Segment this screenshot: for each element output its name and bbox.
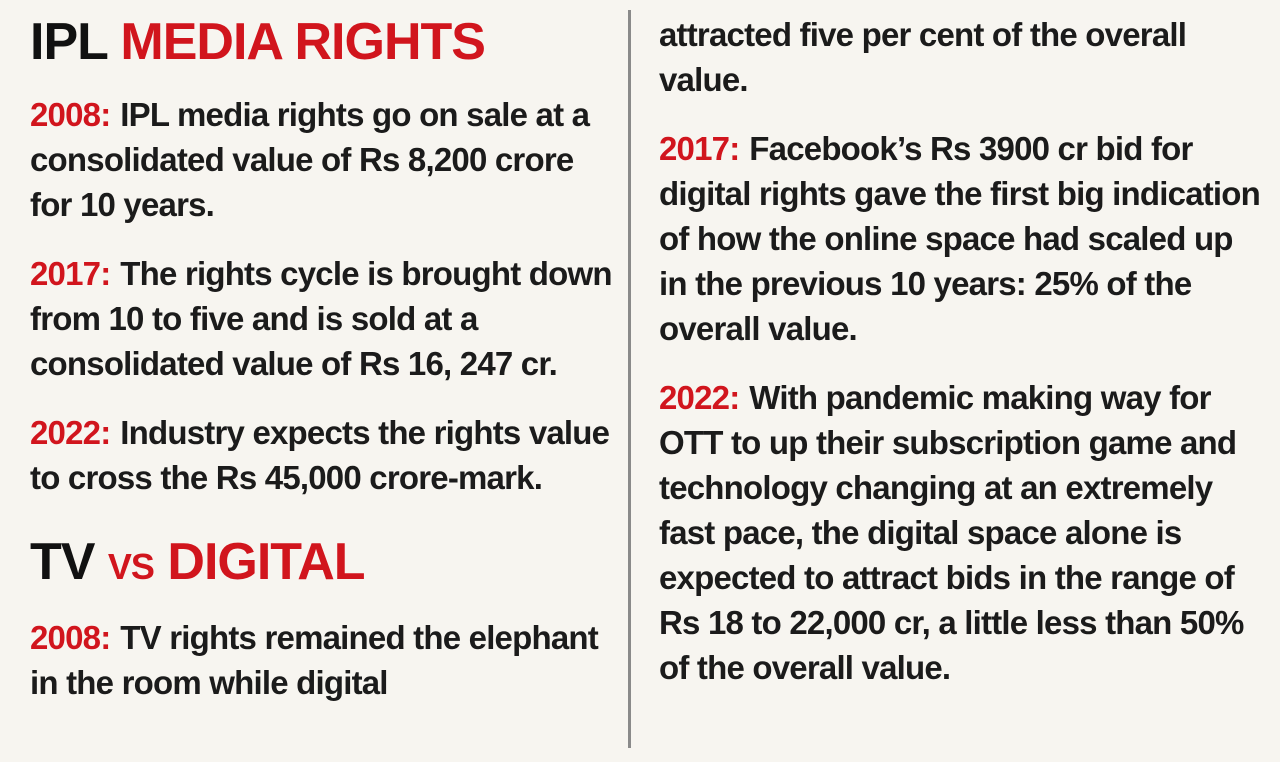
timeline-entry-2008: 2008: IPL media rights go on sale at a co… [30,92,618,227]
entry-year: 2017: [30,255,111,292]
timeline-entry-2017: 2017: The rights cycle is brought down fr… [30,251,618,386]
entry-year: 2008: [30,619,111,656]
column-divider [628,10,631,748]
heading-red-text: DIGITAL [167,533,365,591]
entry-text: With pandemic making way for OTT to up t… [659,379,1244,686]
heading-vs-text: VS [107,546,155,587]
entry-text: TV rights remained the elephant in the r… [30,619,599,701]
entry-text: Facebook’s Rs 3900 cr bid for digital ri… [659,130,1261,347]
entry-year: 2022: [659,379,740,416]
entry-text: Industry expects the rights value to cro… [30,414,610,496]
continuation-text: attracted five per cent of the overall v… [659,16,1187,98]
right-column: attracted five per cent of the overall v… [631,0,1280,762]
entry-year: 2022: [30,414,111,451]
timeline-entry-2022: 2022: Industry expects the rights value t… [30,410,618,500]
entry-text: IPL media rights go on sale at a consoli… [30,96,590,223]
entry-year: 2017: [659,130,740,167]
left-column: IPL MEDIA RIGHTS 2008: IPL media rights g… [0,0,628,762]
heading-tv-vs-digital: TV VS DIGITAL [30,534,618,595]
timeline-entry-tv-2008: 2008: TV rights remained the elephant in … [30,615,618,705]
heading-ipl-media-rights: IPL MEDIA RIGHTS [30,14,618,70]
heading-red-text: MEDIA RIGHTS [120,13,486,71]
timeline-entry-digital-2022: 2022: With pandemic making way for OTT to… [659,375,1262,690]
timeline-entry-digital-2017: 2017: Facebook’s Rs 3900 cr bid for digit… [659,126,1262,351]
entry-text: The rights cycle is brought down from 10… [30,255,613,382]
heading-black-text: TV [30,533,95,591]
heading-black-text: IPL [30,13,108,71]
entry-year: 2008: [30,96,111,133]
